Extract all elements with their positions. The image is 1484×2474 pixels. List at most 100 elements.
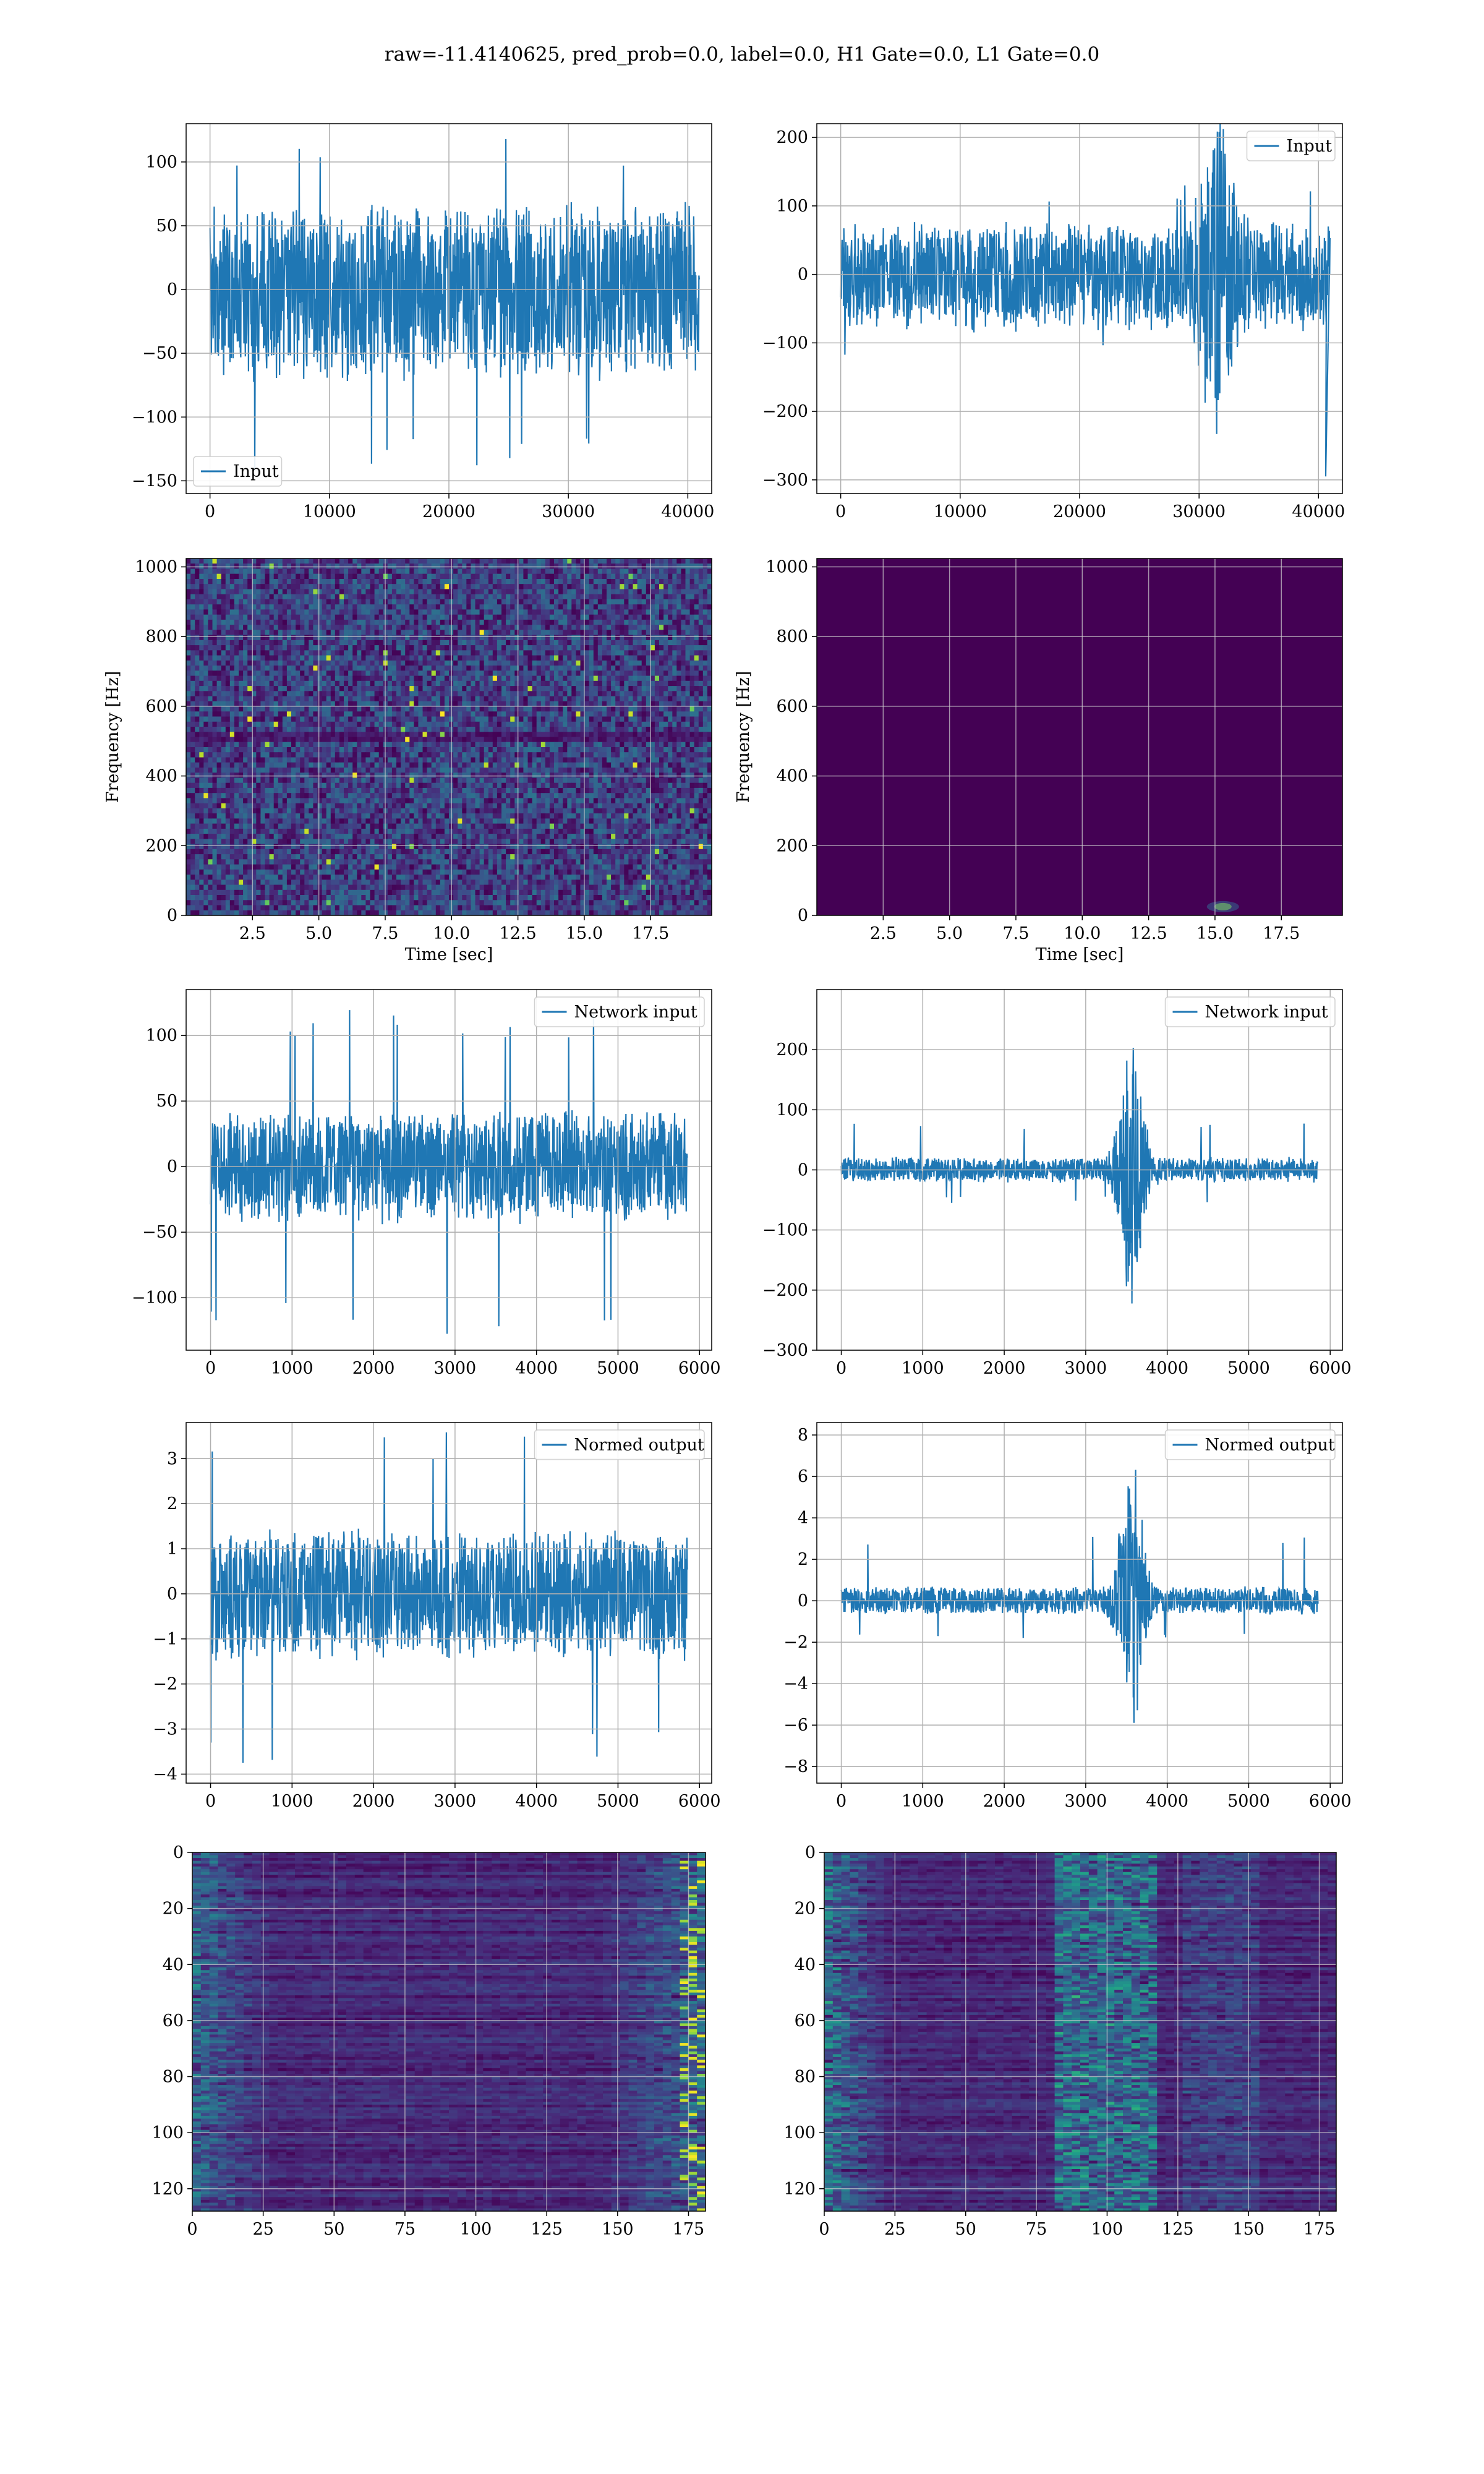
panel-r5-left: 0 25 50 75 100 125 150 175 0 20 40 60 80 100 120 — [151, 1843, 706, 2239]
panel-r3-right: 0 1000 2000 3000 4000 5000 60002001000−100−200… — [762, 989, 1352, 1378]
y-tick-label: 0 — [798, 1591, 808, 1611]
heatmap-r5-left — [192, 1852, 706, 2211]
axes-frame — [816, 989, 1343, 1351]
y-tick-label: 4 — [798, 1509, 808, 1528]
heatmap-r5-right — [824, 1852, 1336, 2211]
y-tick-label: 6 — [798, 1467, 808, 1486]
y-tick-label: 2 — [167, 1494, 177, 1513]
y-tick-label: 100 — [151, 2123, 184, 2142]
y-tick-label: 0 — [798, 265, 808, 285]
x-tick-label: 2000 — [983, 1359, 1026, 1378]
axes-frame — [816, 1422, 1343, 1784]
y-tick-label: 50 — [156, 216, 177, 236]
x-tick-label: 6000 — [678, 1792, 721, 1811]
y-tick-label: 0 — [167, 1157, 177, 1176]
y-tick-label: 100 — [145, 1026, 177, 1045]
y-tick-label: −100 — [132, 408, 177, 427]
series-line-r1-left — [209, 139, 700, 471]
panel-r4-left: 0 1000 2000 3000 4000 5000 6000 3 2 1 0 −1 −2 −3 −4 Nor… — [153, 1422, 721, 1811]
y-tick-label: 0 — [167, 906, 177, 925]
y-tick-label: −50 — [142, 344, 177, 363]
y-tick-label: 60 — [163, 2011, 184, 2031]
y-tick-label: −200 — [762, 1281, 808, 1300]
x-tick-label: 75 — [394, 2220, 416, 2239]
y-tick-label: −4 — [153, 1765, 177, 1784]
legend-box — [534, 996, 705, 1027]
x-tick-label: 20000 — [422, 502, 475, 521]
legend-box — [1164, 1429, 1336, 1460]
legend-label: Network input — [574, 1003, 697, 1022]
x-tick-label: 20000 — [1053, 502, 1106, 521]
y-tick-label: 3 — [167, 1449, 177, 1468]
y-tick-label: 120 — [151, 2180, 184, 2199]
legend-box — [1164, 996, 1336, 1027]
panel-r1-left: 0 10000 20000 30000 40000 100 50 0 −50 −100 −150 In… — [132, 123, 714, 521]
x-tick-label: 175 — [1303, 2220, 1336, 2239]
x-tick-label: 4000 — [1146, 1359, 1188, 1378]
y-tick-label: 50 — [156, 1092, 177, 1111]
panel-r5-right: 0 25 50 75 100 125 150 175 0 20 40 60 80 100 120 — [783, 1843, 1337, 2239]
x-tick-label: 0 — [819, 2220, 829, 2239]
y-tick-label: 0 — [805, 1843, 816, 1862]
y-tick-label: 800 — [776, 627, 808, 646]
heatmap-hotspot-halo — [1206, 901, 1239, 912]
y-tick-label: 100 — [776, 197, 808, 216]
y-tick-label: 400 — [145, 767, 177, 786]
figure-title: raw=-11.4140625, pred_prob=0.0, label=0.… — [0, 43, 1484, 66]
series-line-r4-right — [840, 1470, 1319, 1723]
series-line-r3-left — [210, 1010, 688, 1334]
x-tick-label: 50 — [955, 2220, 976, 2239]
axes-frame — [186, 989, 712, 1351]
x-tick-label: 2000 — [983, 1792, 1026, 1811]
panel-r4-right: 0 1000 2000 3000 4000 5000 6000 8 6 4 2 0 −2 −4 −6 −8 No… — [783, 1422, 1352, 1811]
y-tick-label: 200 — [776, 1040, 808, 1059]
x-tick-label: 4000 — [1146, 1792, 1188, 1811]
x-axis-label: Time [sec] — [1036, 945, 1124, 964]
x-tick-label: 3000 — [434, 1792, 477, 1811]
y-tick-label: 40 — [795, 1955, 816, 1974]
legend-label: Input — [233, 462, 279, 481]
x-tick-label: 75 — [1026, 2220, 1047, 2239]
axes-frame — [816, 558, 1343, 916]
legend-label: Network input — [1205, 1003, 1328, 1022]
x-tick-label: 25 — [252, 2220, 273, 2239]
x-tick-label: 150 — [1232, 2220, 1264, 2239]
x-tick-label: 10.0 — [433, 924, 470, 943]
y-tick-label: −3 — [153, 1720, 177, 1739]
y-tick-label: −100 — [132, 1288, 177, 1308]
axes-frame — [192, 1852, 706, 2212]
legend: Network input — [1164, 996, 1336, 1027]
x-tick-label: 15.0 — [1196, 924, 1234, 943]
panel-r2-right: 2.5 5.0 7.5 10.0 12.5 15.0 17.5 0 200 400 600 800 10… — [734, 558, 1343, 964]
y-axis-label: Frequency [Hz] — [734, 671, 753, 803]
x-tick-label: 2000 — [352, 1359, 395, 1378]
series-line-r4-left — [210, 1432, 688, 1763]
x-tick-label: 40000 — [1292, 502, 1345, 521]
x-tick-label: 5.0 — [936, 924, 963, 943]
x-tick-label: 12.5 — [500, 924, 537, 943]
x-tick-label: 2000 — [352, 1792, 395, 1811]
legend-box — [534, 1429, 705, 1460]
x-tick-label: 0 — [836, 1792, 846, 1811]
y-tick-label: 2 — [798, 1550, 808, 1569]
y-tick-label: 20 — [163, 1899, 184, 1919]
y-tick-label: 400 — [776, 767, 808, 786]
y-tick-label: 120 — [783, 2180, 816, 2199]
y-tick-label: −50 — [142, 1223, 177, 1242]
x-tick-label: 3000 — [434, 1359, 477, 1378]
panel-r1-right: 0 10000 20000 30000 40000 200 100 0 −100 −200 −300… — [762, 123, 1345, 521]
y-tick-label: −6 — [783, 1716, 808, 1735]
x-tick-label: 10000 — [303, 502, 356, 521]
heatmap-r2-left — [186, 559, 712, 915]
x-tick-label: 4000 — [515, 1359, 558, 1378]
y-tick-label: 0 — [173, 1843, 184, 1862]
y-tick-label: 100 — [145, 153, 177, 172]
y-tick-label: −150 — [132, 471, 177, 490]
y-tick-label: −4 — [783, 1674, 808, 1693]
x-tick-label: 10000 — [934, 502, 987, 521]
axes-frame — [816, 123, 1343, 494]
x-tick-label: 125 — [531, 2220, 563, 2239]
y-axis-label: Frequency [Hz] — [103, 671, 122, 803]
y-tick-label: 1000 — [765, 558, 808, 577]
